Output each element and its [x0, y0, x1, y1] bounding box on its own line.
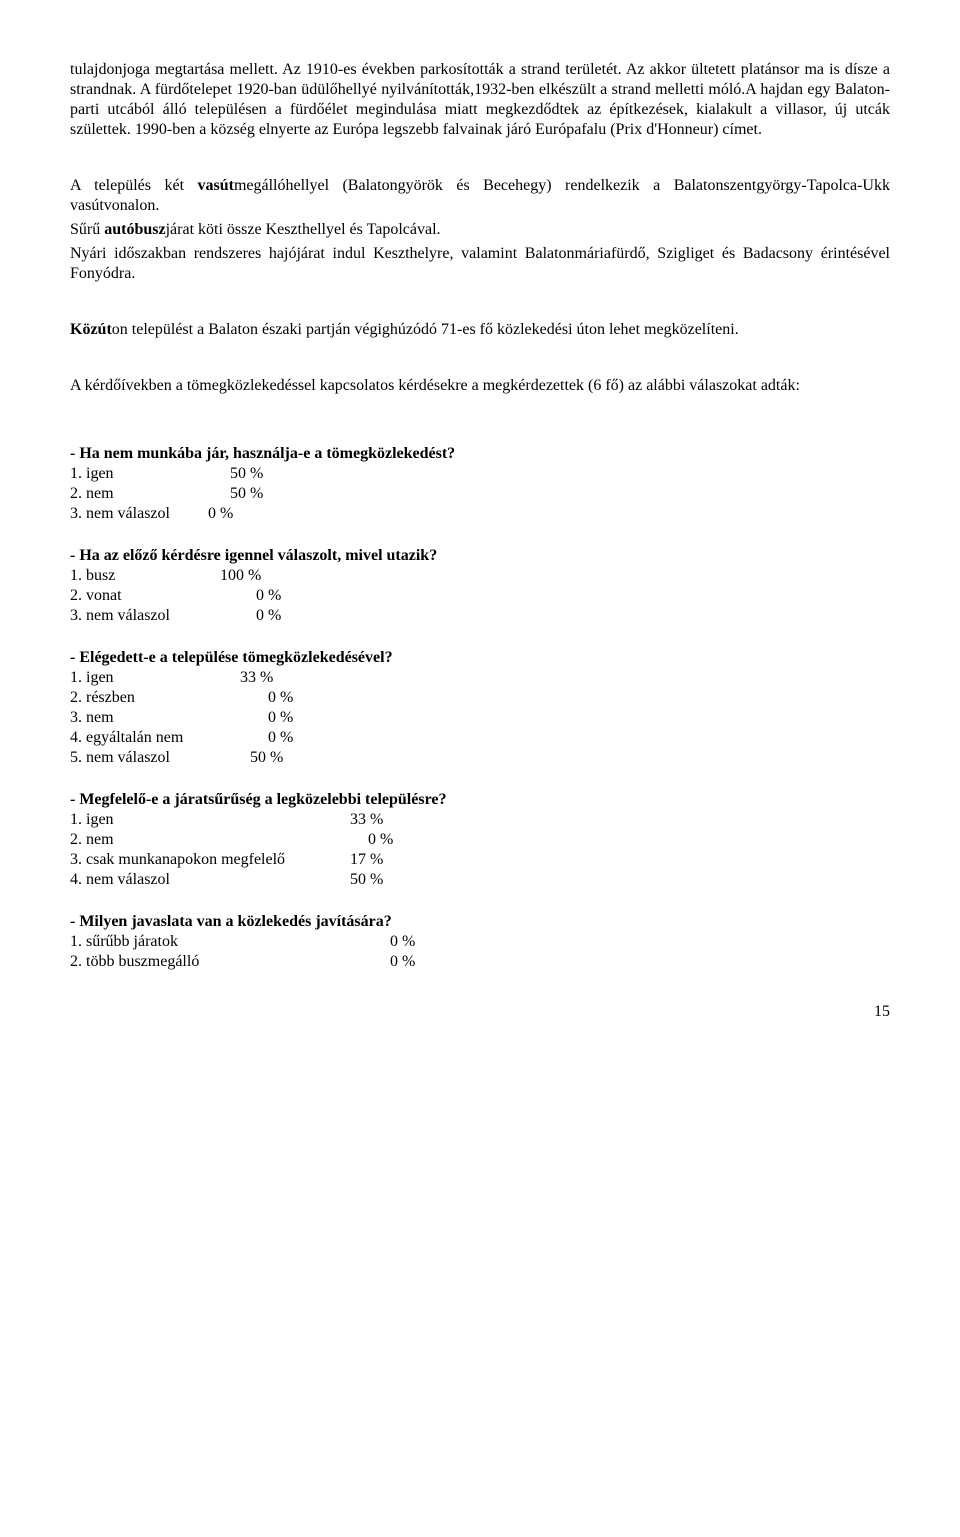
answer-row: 5. nem válaszol 50 %: [70, 748, 890, 768]
question-title: - Milyen javaslata van a közlekedés javí…: [70, 912, 890, 932]
answer-row: 2. nem 50 %: [70, 484, 890, 504]
answer-row: 3. nem 0 %: [70, 708, 890, 728]
answer-row: 2. részben 0 %: [70, 688, 890, 708]
answer-value: 0 %: [390, 932, 415, 952]
bold-vasut: vasút: [197, 177, 233, 194]
answer-value: 50 %: [230, 464, 263, 484]
answer-row: 1. busz 100 %: [70, 566, 890, 586]
question-title: - Ha nem munkába jár, használja-e a töme…: [70, 444, 890, 464]
answer-label: 1. sűrűbb járatok: [70, 932, 390, 952]
answer-row: 1. igen 50 %: [70, 464, 890, 484]
answer-value: 0 %: [260, 688, 293, 708]
answer-row: 3. nem válaszol 0 %: [70, 504, 890, 524]
answer-value: 0 %: [260, 708, 293, 728]
answer-label: 5. nem válaszol: [70, 748, 250, 768]
answer-row: 3. csak munkanapokon megfelelő 17 %: [70, 850, 890, 870]
answer-value: 33 %: [350, 810, 383, 830]
answer-label: 2. részben: [70, 688, 260, 708]
bold-kozut: Közút: [70, 321, 112, 338]
question-title: - Elégedett-e a települése tömegközleked…: [70, 648, 890, 668]
body-paragraph-2: A település két vasútmegállóhellyel (Bal…: [70, 176, 890, 216]
body-paragraph-5: Közúton települést a Balaton északi part…: [70, 320, 890, 340]
answer-label: 1. igen: [70, 810, 350, 830]
answer-row: 1. igen 33 %: [70, 810, 890, 830]
answer-label: 1. igen: [70, 464, 230, 484]
text: A település két: [70, 177, 197, 194]
answer-label: 3. csak munkanapokon megfelelő: [70, 850, 350, 870]
answer-label: 2. több buszmegálló: [70, 952, 390, 972]
answer-row: 2. több buszmegálló 0 %: [70, 952, 890, 972]
question-block-1: - Ha nem munkába jár, használja-e a töme…: [70, 444, 890, 524]
answer-value: 17 %: [350, 850, 383, 870]
answer-value: 100 %: [220, 566, 261, 586]
answer-label: 1. igen: [70, 668, 240, 688]
answer-row: 1. sűrűbb járatok 0 %: [70, 932, 890, 952]
answer-row: 3. nem válaszol 0 %: [70, 606, 890, 626]
question-block-3: - Elégedett-e a települése tömegközleked…: [70, 648, 890, 768]
bold-autobusz: autóbusz: [104, 221, 165, 238]
answer-value: 50 %: [350, 870, 383, 890]
answer-value: 0 %: [200, 504, 233, 524]
answer-label: 4. egyáltalán nem: [70, 728, 260, 748]
answer-label: 2. vonat: [70, 586, 240, 606]
text: Sűrű: [70, 221, 104, 238]
answer-label: 3. nem válaszol: [70, 606, 240, 626]
answer-value: 0 %: [390, 952, 415, 972]
question-title: - Ha az előző kérdésre igennel válaszolt…: [70, 546, 890, 566]
answer-label: 2. nem: [70, 830, 360, 850]
text: on települést a Balaton északi partján v…: [112, 321, 739, 338]
answer-value: 0 %: [240, 586, 281, 606]
answer-value: 0 %: [240, 606, 281, 626]
answer-label: 1. busz: [70, 566, 220, 586]
answer-value: 33 %: [240, 668, 273, 688]
answer-value: 0 %: [360, 830, 393, 850]
answer-value: 50 %: [250, 748, 283, 768]
body-paragraph-1: tulajdonjoga megtartása mellett. Az 1910…: [70, 60, 890, 140]
question-block-2: - Ha az előző kérdésre igennel válaszolt…: [70, 546, 890, 626]
answer-value: 0 %: [260, 728, 293, 748]
body-paragraph-4: Nyári időszakban rendszeres hajójárat in…: [70, 244, 890, 284]
answer-value: 50 %: [230, 484, 263, 504]
answer-row: 2. nem 0 %: [70, 830, 890, 850]
answer-row: 2. vonat 0 %: [70, 586, 890, 606]
page-number: 15: [70, 1002, 890, 1022]
question-block-4: - Megfelelő-e a járatsűrűség a legközele…: [70, 790, 890, 890]
question-title: - Megfelelő-e a járatsűrűség a legközele…: [70, 790, 890, 810]
answer-label: 2. nem: [70, 484, 230, 504]
answer-row: 1. igen 33 %: [70, 668, 890, 688]
body-paragraph-3: Sűrű autóbuszjárat köti össze Keszthelly…: [70, 220, 890, 240]
answer-label: 3. nem: [70, 708, 260, 728]
answer-label: 4. nem válaszol: [70, 870, 350, 890]
answer-row: 4. egyáltalán nem 0 %: [70, 728, 890, 748]
answer-label: 3. nem válaszol: [70, 504, 200, 524]
question-block-5: - Milyen javaslata van a közlekedés javí…: [70, 912, 890, 972]
text: járat köti össze Keszthellyel és Tapolcá…: [166, 221, 441, 238]
answer-row: 4. nem válaszol 50 %: [70, 870, 890, 890]
body-paragraph-6: A kérdőívekben a tömegközlekedéssel kapc…: [70, 376, 890, 396]
